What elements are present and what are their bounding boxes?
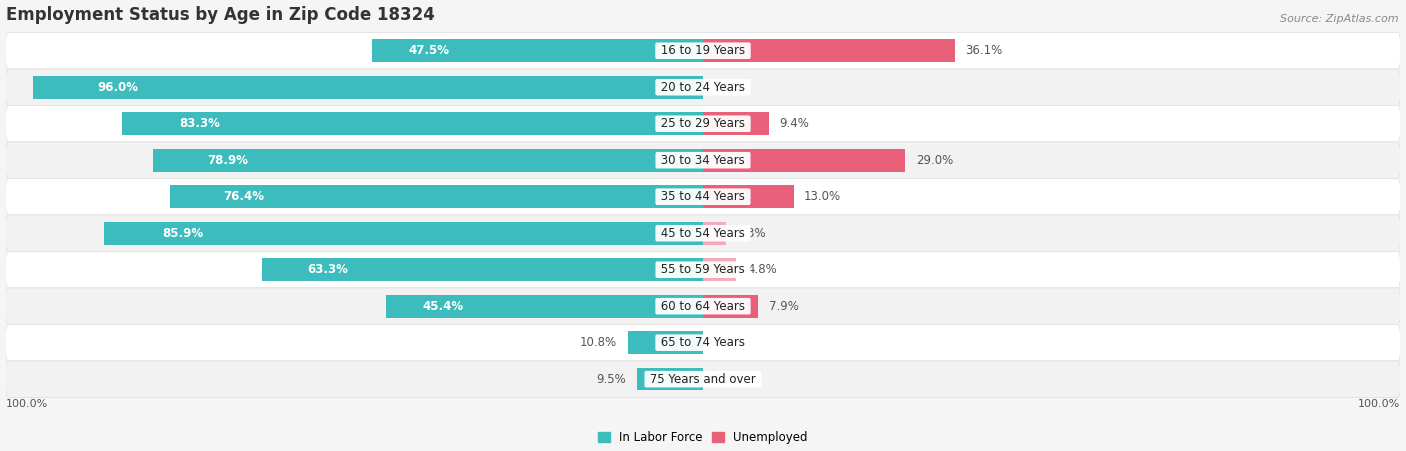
Text: 25 to 29 Years: 25 to 29 Years	[657, 117, 749, 130]
Text: 60 to 64 Years: 60 to 64 Years	[657, 300, 749, 313]
Text: 10.8%: 10.8%	[581, 336, 617, 349]
FancyBboxPatch shape	[6, 252, 1400, 288]
Bar	[153, 149, 703, 171]
Text: 7.9%: 7.9%	[769, 300, 799, 313]
Text: 75 Years and over: 75 Years and over	[647, 373, 759, 386]
Text: 83.3%: 83.3%	[179, 117, 219, 130]
Text: 100.0%: 100.0%	[6, 399, 48, 409]
Bar	[627, 331, 703, 354]
FancyBboxPatch shape	[6, 215, 1400, 252]
Bar	[637, 368, 703, 391]
Text: 16 to 19 Years: 16 to 19 Years	[657, 44, 749, 57]
FancyBboxPatch shape	[6, 142, 1400, 179]
Text: 96.0%: 96.0%	[97, 81, 138, 94]
Text: 47.5%: 47.5%	[409, 44, 450, 57]
Text: 29.0%: 29.0%	[915, 154, 953, 167]
Bar	[104, 222, 703, 244]
Bar	[703, 112, 769, 135]
Text: 0.0%: 0.0%	[713, 373, 744, 386]
Bar	[703, 39, 955, 62]
Text: 20 to 24 Years: 20 to 24 Years	[657, 81, 749, 94]
Bar	[703, 149, 905, 171]
Text: Employment Status by Age in Zip Code 18324: Employment Status by Age in Zip Code 183…	[6, 5, 434, 23]
Legend: In Labor Force, Unemployed: In Labor Force, Unemployed	[593, 426, 813, 449]
Text: 100.0%: 100.0%	[1358, 399, 1400, 409]
Text: 9.5%: 9.5%	[596, 373, 626, 386]
Bar	[703, 185, 793, 208]
FancyBboxPatch shape	[6, 69, 1400, 106]
Text: 4.8%: 4.8%	[747, 263, 776, 276]
Bar	[703, 258, 737, 281]
FancyBboxPatch shape	[6, 106, 1400, 142]
Text: 36.1%: 36.1%	[966, 44, 1002, 57]
Text: 13.0%: 13.0%	[804, 190, 841, 203]
FancyBboxPatch shape	[6, 179, 1400, 215]
FancyBboxPatch shape	[6, 324, 1400, 361]
Text: 30 to 34 Years: 30 to 34 Years	[657, 154, 749, 167]
Bar	[387, 295, 703, 318]
Text: 45.4%: 45.4%	[422, 300, 464, 313]
Text: 9.4%: 9.4%	[779, 117, 808, 130]
Bar	[703, 295, 758, 318]
Bar	[34, 76, 703, 99]
Text: 45 to 54 Years: 45 to 54 Years	[657, 227, 749, 240]
Bar	[703, 222, 725, 244]
Text: 0.0%: 0.0%	[713, 336, 744, 349]
Text: 85.9%: 85.9%	[162, 227, 204, 240]
Bar	[371, 39, 703, 62]
Text: 76.4%: 76.4%	[224, 190, 264, 203]
Text: Source: ZipAtlas.com: Source: ZipAtlas.com	[1281, 14, 1399, 23]
Bar	[262, 258, 703, 281]
Bar	[170, 185, 703, 208]
Text: 3.3%: 3.3%	[737, 227, 766, 240]
Text: 0.0%: 0.0%	[713, 81, 744, 94]
Text: 35 to 44 Years: 35 to 44 Years	[657, 190, 749, 203]
Bar	[122, 112, 703, 135]
FancyBboxPatch shape	[6, 288, 1400, 324]
Text: 63.3%: 63.3%	[308, 263, 349, 276]
Text: 78.9%: 78.9%	[207, 154, 249, 167]
Text: 55 to 59 Years: 55 to 59 Years	[657, 263, 749, 276]
FancyBboxPatch shape	[6, 361, 1400, 397]
Text: 65 to 74 Years: 65 to 74 Years	[657, 336, 749, 349]
FancyBboxPatch shape	[6, 32, 1400, 69]
